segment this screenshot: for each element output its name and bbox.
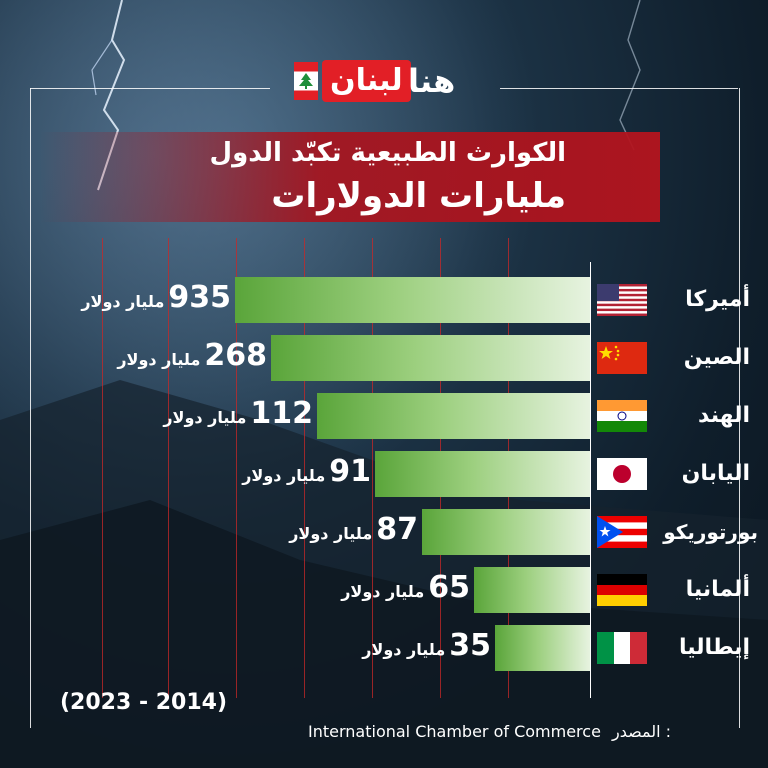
gridline — [168, 238, 169, 698]
brand-name-lebanon: لبنان — [322, 60, 411, 102]
data-unit: مليار دولار — [289, 524, 373, 543]
usa-flag-icon — [597, 284, 647, 316]
data-unit: مليار دولار — [117, 350, 201, 369]
data-label: 935مليار دولار — [81, 275, 231, 321]
data-value: 91 — [329, 454, 371, 489]
cedar-icon — [299, 73, 313, 89]
category-label: اليابان — [681, 461, 750, 486]
gridline — [304, 238, 305, 698]
puerto-rico-flag-icon — [597, 516, 647, 548]
bar — [317, 393, 590, 439]
data-value: 65 — [428, 570, 470, 605]
bar — [235, 277, 590, 323]
source-line: International Chamber of Commerce المصدر… — [308, 722, 671, 741]
data-label: 87مليار دولار — [289, 507, 418, 553]
data-value: 87 — [376, 512, 418, 547]
bar — [375, 451, 590, 497]
data-value: 935 — [168, 280, 231, 315]
source-name: International Chamber of Commerce — [308, 722, 601, 741]
category-label: ألمانيا — [685, 577, 750, 602]
gridline — [372, 238, 373, 698]
data-value: 35 — [449, 628, 491, 663]
category-label: الهند — [697, 403, 750, 428]
data-label: 112مليار دولار — [163, 391, 313, 437]
title-band — [40, 132, 660, 222]
italy-flag-icon — [597, 632, 647, 664]
bar — [271, 335, 590, 381]
data-label: 65مليار دولار — [341, 565, 470, 611]
frame-top-right — [500, 88, 738, 89]
data-unit: مليار دولار — [362, 640, 446, 659]
category-label: بورتوريكو — [663, 520, 758, 544]
china-flag-icon — [597, 342, 647, 374]
category-label: أميركا — [685, 287, 750, 312]
category-label: إيطاليا — [679, 635, 750, 660]
chart-baseline — [590, 262, 591, 698]
chart-frame — [30, 88, 740, 728]
japan-flag-icon — [597, 458, 647, 490]
brand-name-here: هنا — [408, 62, 456, 100]
data-label: 268مليار دولار — [117, 333, 267, 379]
data-unit: مليار دولار — [163, 408, 247, 427]
data-label: 35مليار دولار — [362, 623, 491, 669]
gridline — [236, 238, 237, 698]
india-flag-icon — [597, 400, 647, 432]
data-label: 91مليار دولار — [242, 449, 371, 495]
frame-top-left — [30, 88, 270, 89]
source-prefix: المصدر : — [612, 722, 672, 741]
period-label: (2023 - 2014) — [60, 690, 228, 715]
data-value: 112 — [250, 396, 313, 431]
data-unit: مليار دولار — [242, 466, 326, 485]
chart-subtitle: مليارات الدولارات — [271, 176, 566, 216]
bar — [474, 567, 590, 613]
data-unit: مليار دولار — [341, 582, 425, 601]
brand-logo: لبنان هنا — [294, 56, 484, 112]
bar — [422, 509, 590, 555]
chart-title: الكوارث الطبيعية تكبّد الدول — [209, 138, 566, 168]
gridline — [102, 238, 103, 698]
bar — [495, 625, 590, 671]
germany-flag-icon — [597, 574, 647, 606]
category-label: الصين — [683, 345, 750, 370]
data-unit: مليار دولار — [81, 292, 165, 311]
data-value: 268 — [204, 338, 267, 373]
